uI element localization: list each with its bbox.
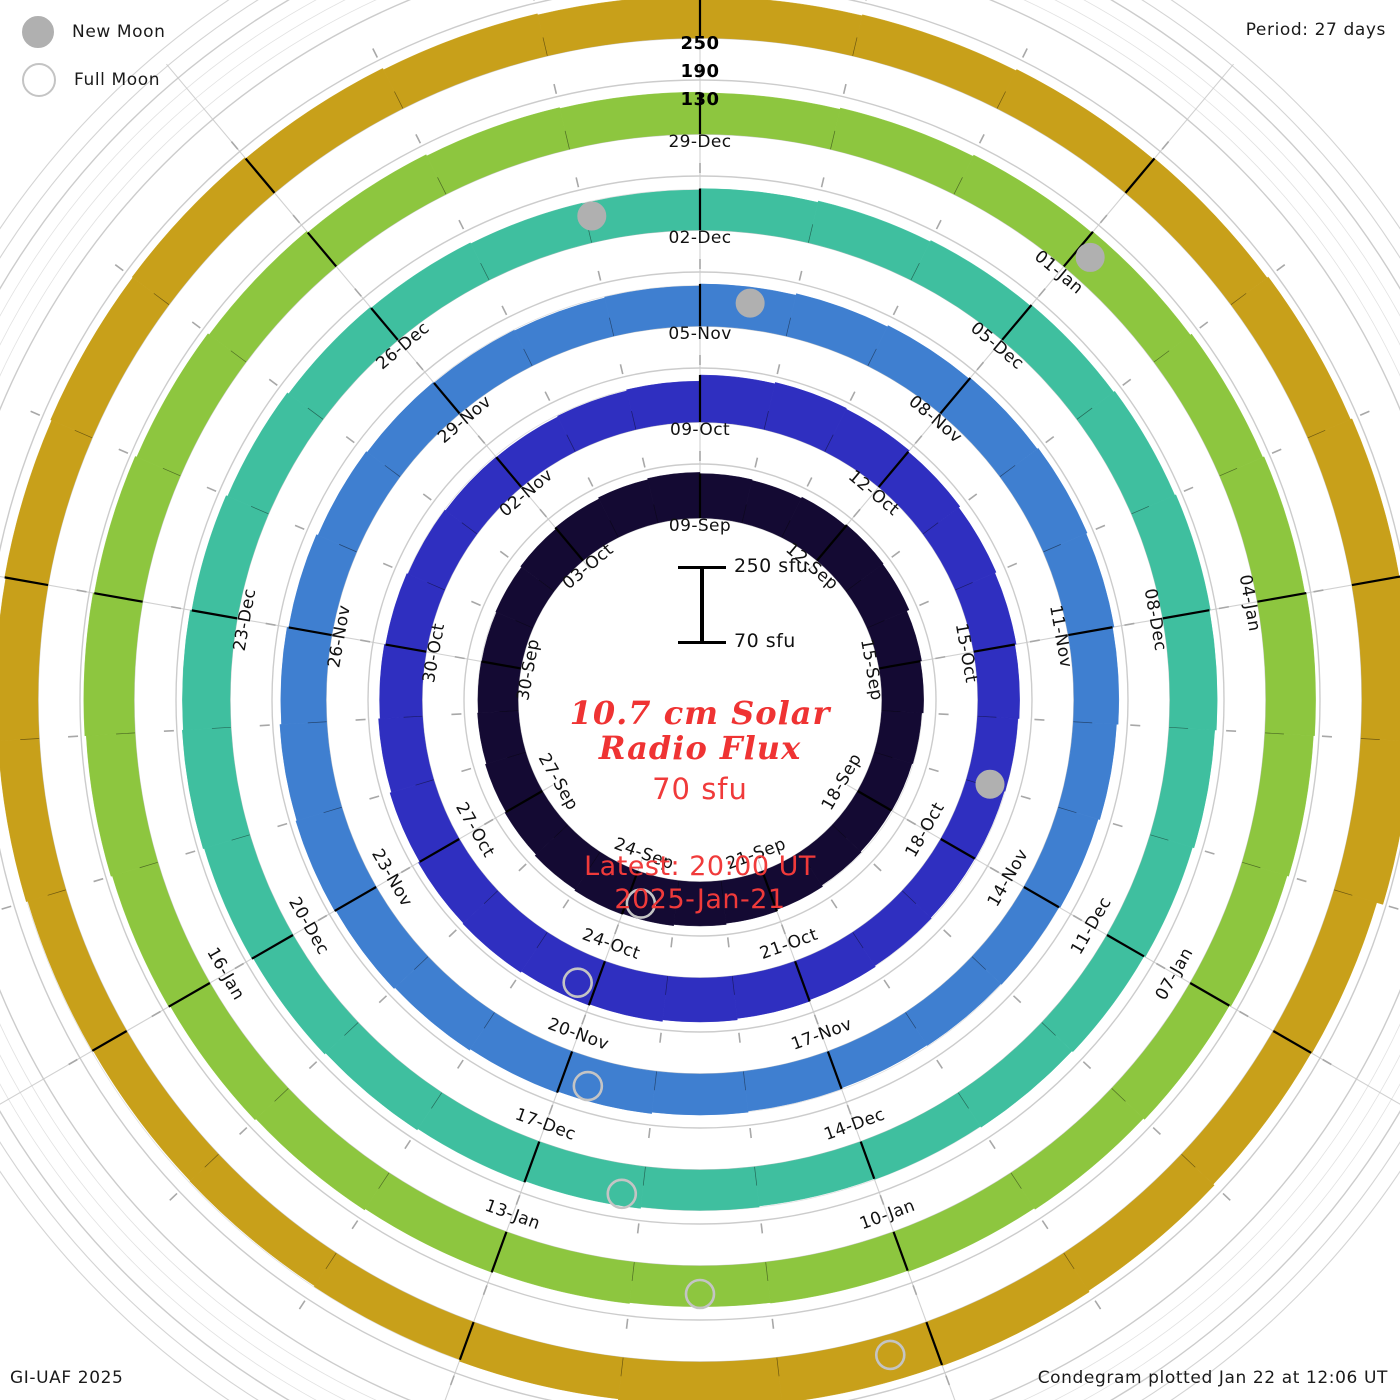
date-label: 29-Dec bbox=[668, 132, 731, 152]
period-label: Period: 27 days bbox=[1245, 20, 1386, 40]
full-moon-marker bbox=[562, 967, 593, 998]
footer-plot-time: Condegram plotted Jan 22 at 12:06 UT bbox=[1037, 1368, 1388, 1388]
full-moon-marker bbox=[684, 1278, 716, 1310]
date-label: 02-Dec bbox=[668, 228, 731, 248]
footer-credit: GI-UAF 2025 bbox=[10, 1368, 124, 1388]
date-label: 09-Sep bbox=[669, 516, 731, 536]
full-moon-marker bbox=[606, 1178, 638, 1210]
date-label: 09-Oct bbox=[670, 420, 730, 440]
full-moon-circle-icon bbox=[22, 63, 56, 97]
new-moon-disc-icon bbox=[22, 16, 54, 48]
new-moon-marker bbox=[577, 201, 607, 231]
full-moon-marker bbox=[625, 888, 657, 919]
moon-phase-legend: New Moon Full Moon bbox=[22, 8, 282, 104]
legend-label-new-moon: New Moon bbox=[72, 22, 166, 42]
new-moon-marker bbox=[735, 288, 765, 318]
legend-label-full-moon: Full Moon bbox=[74, 70, 161, 90]
legend-item-full-moon: Full Moon bbox=[22, 56, 282, 104]
new-moon-marker bbox=[1075, 242, 1105, 272]
full-moon-marker bbox=[572, 1070, 604, 1102]
new-moon-marker bbox=[975, 769, 1005, 799]
full-moon-marker bbox=[874, 1339, 906, 1371]
legend-item-new-moon: New Moon bbox=[22, 8, 282, 56]
date-label: 05-Nov bbox=[668, 324, 731, 344]
